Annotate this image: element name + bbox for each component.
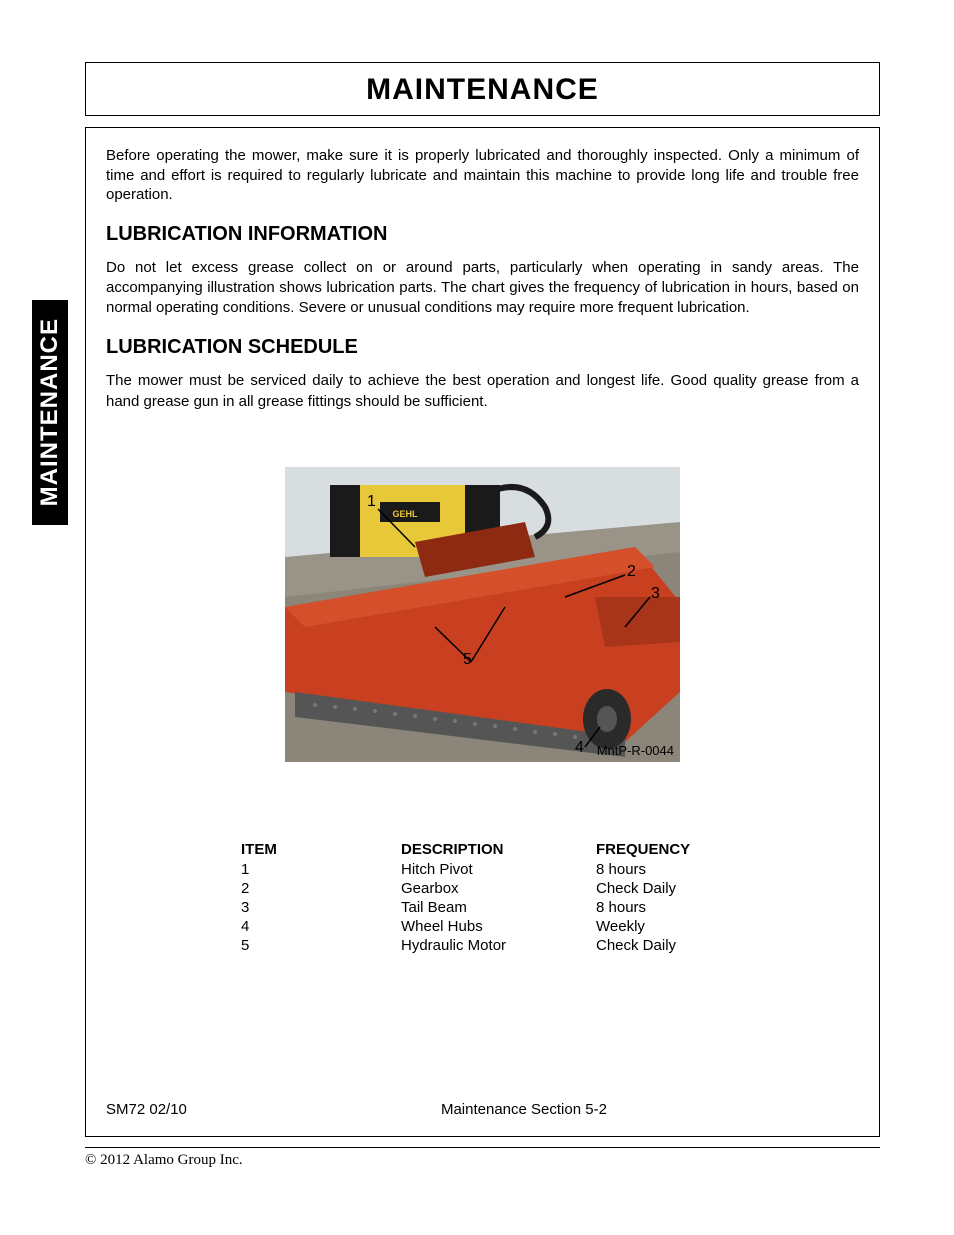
lubrication-table-container: ITEM DESCRIPTION FREQUENCY 1 Hitch Pivot… xyxy=(241,841,731,955)
page-header-box: MAINTENANCE xyxy=(85,62,880,116)
col-header-desc: DESCRIPTION xyxy=(401,841,596,860)
lubrication-table: ITEM DESCRIPTION FREQUENCY 1 Hitch Pivot… xyxy=(241,841,731,955)
table-row: 5 Hydraulic Motor Check Daily xyxy=(241,936,731,955)
cell-freq: Weekly xyxy=(596,917,731,936)
content-box: Before operating the mower, make sure it… xyxy=(85,127,880,1137)
table-header-row: ITEM DESCRIPTION FREQUENCY xyxy=(241,841,731,860)
callout-1: 1 xyxy=(367,493,376,511)
page-title: MAINTENANCE xyxy=(86,73,879,107)
mower-figure: GEHL xyxy=(285,467,680,762)
cell-item: 2 xyxy=(241,879,401,898)
figure-container: GEHL xyxy=(106,467,859,767)
section-body-lubrication-info: Do not let excess grease collect on or a… xyxy=(106,258,859,319)
cell-desc: Wheel Hubs xyxy=(401,917,596,936)
mower-illustration: GEHL xyxy=(285,467,680,762)
cell-freq: Check Daily xyxy=(596,879,731,898)
section-title-lubrication-schedule: LUBRICATION SCHEDULE xyxy=(106,336,859,359)
cell-desc: Hydraulic Motor xyxy=(401,936,596,955)
cell-freq: 8 hours xyxy=(596,860,731,879)
copyright-line: © 2012 Alamo Group Inc. xyxy=(85,1147,880,1169)
table-row: 4 Wheel Hubs Weekly xyxy=(241,917,731,936)
intro-paragraph: Before operating the mower, make sure it… xyxy=(106,146,859,205)
side-tab: MAINTENANCE xyxy=(32,300,68,525)
section-body-lubrication-schedule: The mower must be serviced daily to achi… xyxy=(106,371,859,412)
cell-item: 4 xyxy=(241,917,401,936)
col-header-item: ITEM xyxy=(241,841,401,860)
callout-5: 5 xyxy=(463,651,472,669)
side-tab-label: MAINTENANCE xyxy=(36,318,64,506)
cell-item: 3 xyxy=(241,898,401,917)
cell-item: 1 xyxy=(241,860,401,879)
callout-3: 3 xyxy=(651,585,660,603)
figure-label: MntP-R-0044 xyxy=(597,743,674,758)
cell-desc: Hitch Pivot xyxy=(401,860,596,879)
cell-freq: Check Daily xyxy=(596,936,731,955)
col-header-freq: FREQUENCY xyxy=(596,841,731,860)
footer-section-label: Maintenance Section 5-2 xyxy=(106,1101,861,1118)
table-row: 1 Hitch Pivot 8 hours xyxy=(241,860,731,879)
cell-item: 5 xyxy=(241,936,401,955)
cell-desc: Gearbox xyxy=(401,879,596,898)
cell-desc: Tail Beam xyxy=(401,898,596,917)
callout-4: 4 xyxy=(575,739,584,757)
table-row: 3 Tail Beam 8 hours xyxy=(241,898,731,917)
cell-freq: 8 hours xyxy=(596,898,731,917)
footer-doc-id: SM72 02/10 xyxy=(106,1101,187,1118)
table-row: 2 Gearbox Check Daily xyxy=(241,879,731,898)
section-title-lubrication-info: LUBRICATION INFORMATION xyxy=(106,223,859,246)
callout-2: 2 xyxy=(627,563,636,581)
svg-text:GEHL: GEHL xyxy=(392,509,418,519)
content-footer: SM72 02/10 Maintenance Section 5-2 xyxy=(106,1101,861,1118)
